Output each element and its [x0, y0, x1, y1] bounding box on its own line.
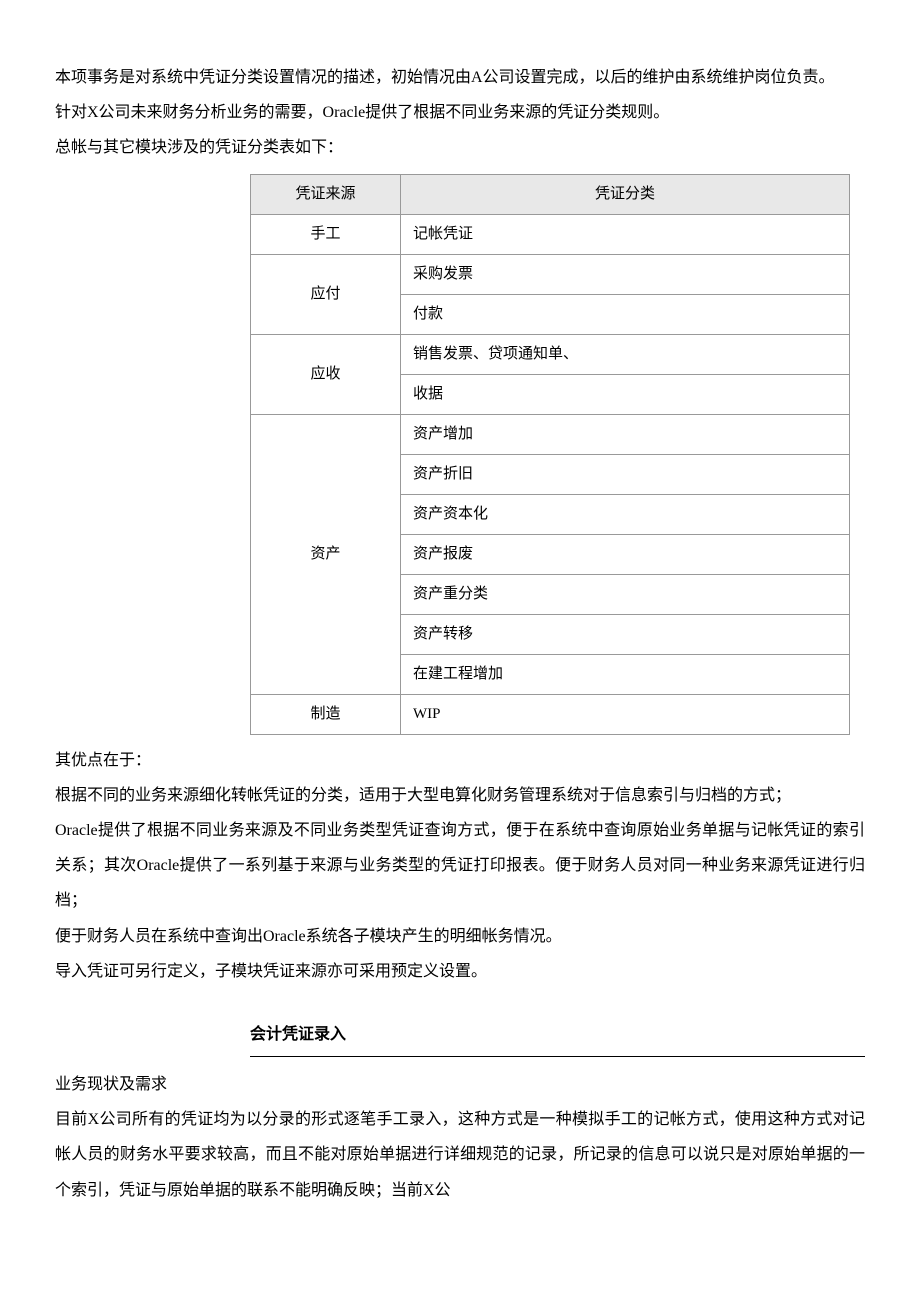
advantage-3: 便于财务人员在系统中查询出Oracle系统各子模块产生的明细帐务情况。 [55, 919, 865, 954]
header-category: 凭证分类 [401, 174, 850, 214]
category-cell: 采购发票 [401, 254, 850, 294]
table-row: 应付采购发票 [251, 254, 850, 294]
category-cell: 资产增加 [401, 414, 850, 454]
table-row: 应收销售发票、贷项通知单、 [251, 334, 850, 374]
advantage-4: 导入凭证可另行定义，子模块凭证来源亦可采用预定义设置。 [55, 954, 865, 989]
advantage-2: Oracle提供了根据不同业务来源及不同业务类型凭证查询方式，便于在系统中查询原… [55, 813, 865, 919]
table-header-row: 凭证来源 凭证分类 [251, 174, 850, 214]
category-cell: 销售发票、贷项通知单、 [401, 334, 850, 374]
intro-paragraph-1: 本项事务是对系统中凭证分类设置情况的描述，初始情况由A公司设置完成，以后的维护由… [55, 60, 865, 95]
header-source: 凭证来源 [251, 174, 401, 214]
intro-paragraph-2: 针对X公司未来财务分析业务的需要，Oracle提供了根据不同业务来源的凭证分类规… [55, 95, 865, 130]
source-cell: 应收 [251, 334, 401, 414]
advantage-1: 根据不同的业务来源细化转帐凭证的分类，适用于大型电算化财务管理系统对于信息索引与… [55, 778, 865, 813]
category-cell: 资产转移 [401, 614, 850, 654]
heading-underline [250, 1056, 865, 1057]
category-cell: 收据 [401, 374, 850, 414]
advantages-intro: 其优点在于： [55, 743, 865, 778]
table-row: 资产资产增加 [251, 414, 850, 454]
category-cell: 记帐凭证 [401, 214, 850, 254]
section2-paragraph-1: 目前X公司所有的凭证均为以分录的形式逐笔手工录入，这种方式是一种模拟手工的记帐方… [55, 1102, 865, 1208]
category-cell: 付款 [401, 294, 850, 334]
category-cell: 资产重分类 [401, 574, 850, 614]
section-heading-voucher-entry: 会计凭证录入 [250, 1017, 865, 1052]
voucher-table-container: 凭证来源 凭证分类 手工记帐凭证应付采购发票付款应收销售发票、贷项通知单、收据资… [250, 174, 865, 735]
category-cell: 资产资本化 [401, 494, 850, 534]
table-row: 制造WIP [251, 694, 850, 734]
source-cell: 手工 [251, 214, 401, 254]
source-cell: 资产 [251, 414, 401, 694]
source-cell: 制造 [251, 694, 401, 734]
category-cell: 资产折旧 [401, 454, 850, 494]
voucher-classification-table: 凭证来源 凭证分类 手工记帐凭证应付采购发票付款应收销售发票、贷项通知单、收据资… [250, 174, 850, 735]
category-cell: 资产报废 [401, 534, 850, 574]
table-row: 手工记帐凭证 [251, 214, 850, 254]
intro-paragraph-3: 总帐与其它模块涉及的凭证分类表如下： [55, 130, 865, 165]
category-cell: WIP [401, 694, 850, 734]
category-cell: 在建工程增加 [401, 654, 850, 694]
subsection-business-status: 业务现状及需求 [55, 1067, 865, 1102]
source-cell: 应付 [251, 254, 401, 334]
